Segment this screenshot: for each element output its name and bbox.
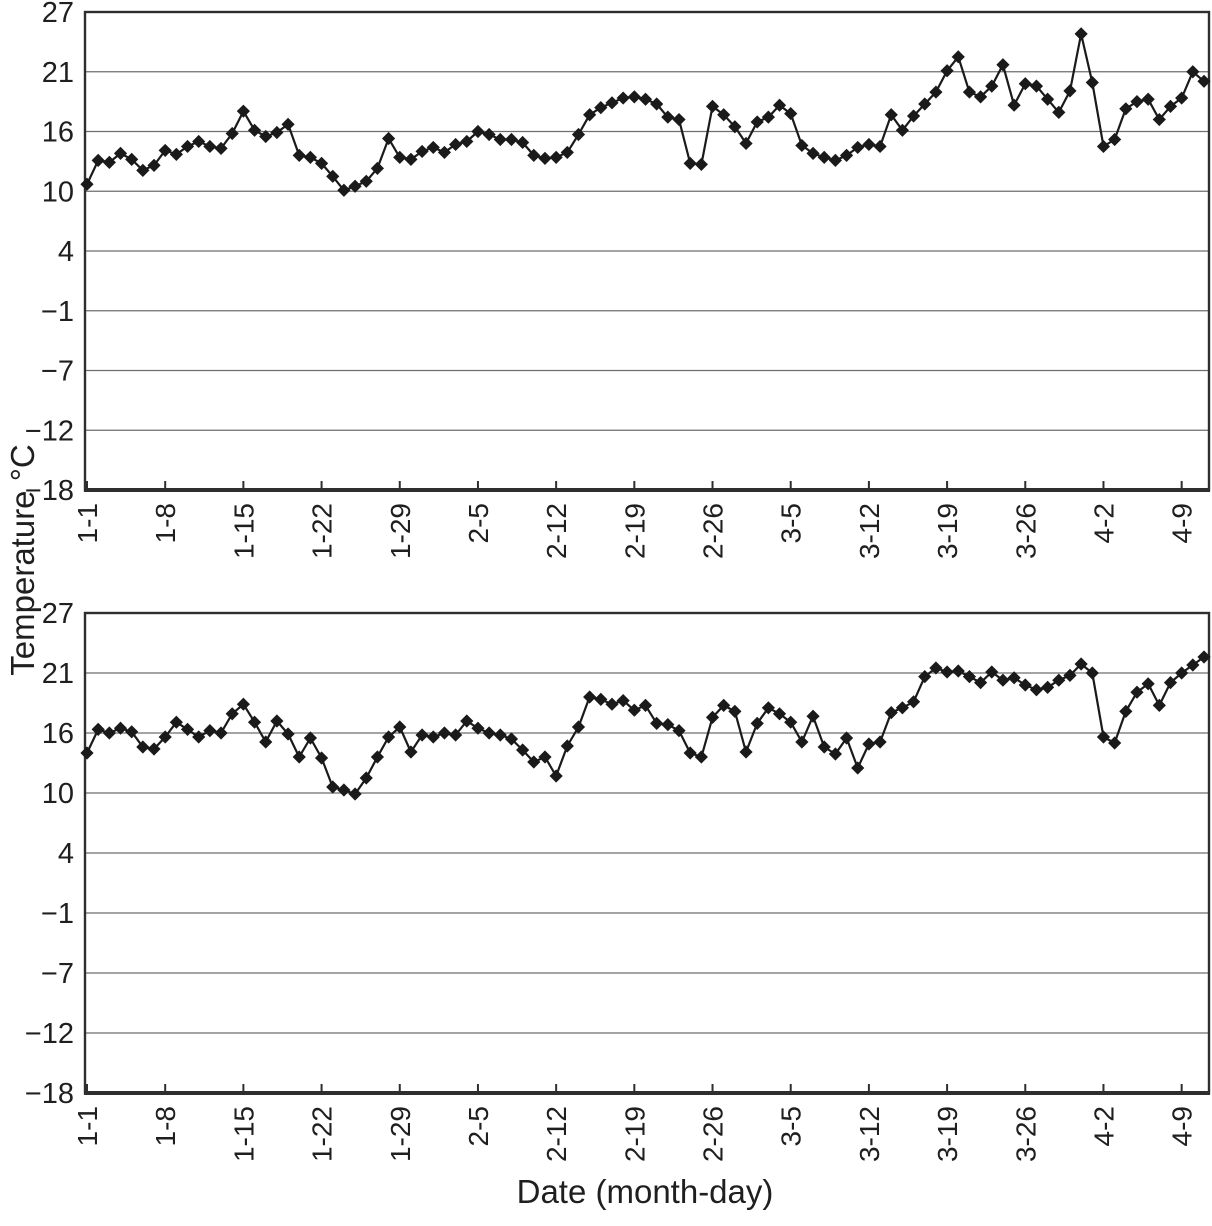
y-tick-label: 21	[42, 658, 74, 690]
x-tick-label: 2-12	[541, 503, 572, 559]
x-tick-label: 2-12	[541, 1106, 572, 1162]
x-tick-label: 3-12	[854, 503, 885, 559]
x-tick-label: 1-1	[72, 503, 103, 543]
y-axis-title: Temperature °C	[4, 444, 41, 675]
x-tick-label: 1-22	[307, 1106, 338, 1162]
y-tick-label: 4	[58, 838, 74, 870]
y-tick-label: 4	[58, 236, 74, 268]
x-tick-label: 1-8	[150, 1106, 181, 1146]
y-tick-label: −7	[41, 958, 74, 990]
y-tick-label: 10	[42, 778, 74, 810]
y-tick-label: −12	[25, 415, 74, 447]
y-tick-label: 27	[42, 0, 74, 29]
x-tick-label: 3-5	[776, 1106, 807, 1146]
x-tick-label: 3-12	[854, 1106, 885, 1162]
x-tick-label: 4-2	[1088, 503, 1119, 543]
y-tick-label: −18	[25, 1078, 74, 1110]
y-tick-label: 21	[42, 57, 74, 89]
x-tick-label: 4-9	[1167, 1106, 1198, 1146]
top-chart: 1-1 1-8 1-15 1-22 1-29 2-5 2-12 2-19 2-26 3-5 3-12…	[25, 0, 1211, 559]
x-tick-label: 1-15	[228, 503, 259, 559]
x-tick-label: 2-26	[698, 503, 729, 559]
y-tick-label: −1	[41, 898, 74, 930]
y-tick-label: −18	[25, 475, 74, 507]
x-tick-label: 1-8	[150, 503, 181, 543]
x-tick-label: 4-9	[1167, 503, 1198, 543]
x-tick-label: 1-29	[385, 503, 416, 559]
x-tick-label: 2-5	[463, 1106, 494, 1146]
y-tick-label: 16	[42, 718, 74, 750]
series-line	[86, 32, 1205, 192]
x-tick-label: 3-26	[1010, 503, 1041, 559]
x-tick-label: 2-5	[463, 503, 494, 543]
y-tick-label: −12	[25, 1018, 74, 1050]
y-tick-label: 10	[42, 176, 74, 208]
y-tick-label: 27	[42, 598, 74, 630]
x-tick-label: 1-1	[72, 1106, 103, 1146]
x-tick-label: 2-26	[698, 1106, 729, 1162]
y-tick-label: 16	[42, 117, 74, 149]
bottom-chart: 1-1 1-8 1-15 1-22 1-29 2-5 2-12 2-19 2-26 3-5 3-12…	[25, 598, 1211, 1162]
x-tick-label: 1-22	[307, 503, 338, 559]
x-tick-label: 3-19	[932, 503, 963, 559]
data-point-markers	[80, 27, 1211, 197]
x-tick-label: 1-29	[385, 1106, 416, 1162]
x-tick-label: 3-19	[932, 1106, 963, 1162]
x-tick-label: 4-2	[1088, 1106, 1119, 1146]
x-tick-label: 2-19	[619, 1106, 650, 1162]
x-tick-label: 3-5	[776, 503, 807, 543]
x-tick-label: 3-26	[1010, 1106, 1041, 1162]
y-tick-label: −1	[41, 296, 74, 328]
y-tick-label: −7	[41, 356, 74, 388]
x-axis-title: Date (month-day)	[517, 1173, 774, 1210]
x-tick-label: 2-19	[619, 503, 650, 559]
x-tick-label: 1-15	[228, 1106, 259, 1162]
